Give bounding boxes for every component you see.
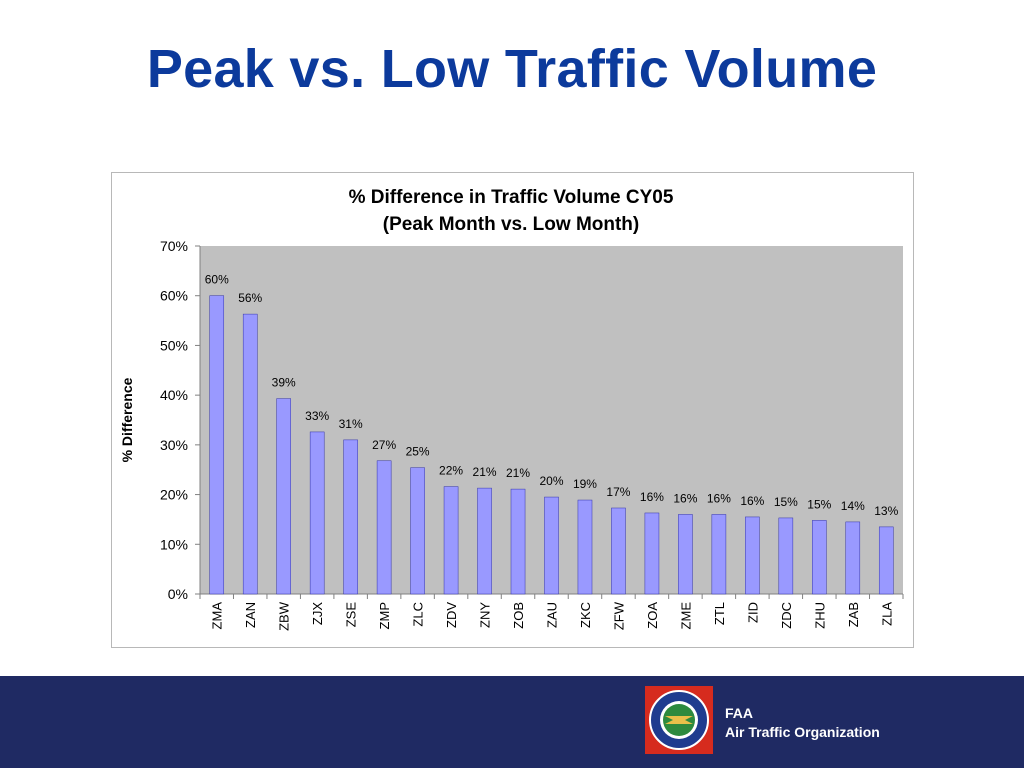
data-label: 16% bbox=[640, 490, 664, 504]
data-label: 15% bbox=[807, 497, 831, 511]
y-tick-label: 20% bbox=[160, 487, 188, 503]
data-label: 16% bbox=[707, 491, 731, 505]
y-tick-label: 10% bbox=[160, 536, 188, 552]
x-tick-label: ZLC bbox=[411, 602, 426, 627]
x-tick-label: ZAB bbox=[846, 602, 861, 627]
bar bbox=[309, 431, 325, 595]
data-label: 31% bbox=[339, 417, 363, 431]
bar bbox=[376, 460, 392, 595]
data-label: 33% bbox=[305, 409, 329, 423]
bar bbox=[510, 488, 526, 595]
bar bbox=[477, 487, 492, 595]
bar bbox=[878, 526, 894, 595]
x-tick-label: ZLA bbox=[879, 602, 894, 626]
chart-title: % Difference in Traffic Volume CY05 bbox=[349, 187, 674, 208]
faa-seal-icon bbox=[645, 686, 713, 754]
data-label: 25% bbox=[406, 445, 430, 459]
bar bbox=[678, 514, 693, 595]
data-label: 15% bbox=[774, 495, 798, 509]
data-label: 16% bbox=[740, 494, 764, 508]
x-tick-label: ZBW bbox=[277, 601, 292, 631]
data-label: 21% bbox=[473, 465, 497, 479]
bar bbox=[812, 520, 827, 595]
data-label: 19% bbox=[573, 477, 597, 491]
y-tick-label: 60% bbox=[160, 288, 188, 304]
chart-subtitle: (Peak Month vs. Low Month) bbox=[383, 214, 640, 235]
x-tick-label: ZMA bbox=[210, 602, 225, 630]
org-line-ato: Air Traffic Organization bbox=[725, 724, 880, 740]
data-label: 39% bbox=[272, 376, 296, 390]
x-tick-label: ZAN bbox=[243, 602, 258, 628]
x-tick-label: ZHU bbox=[812, 602, 827, 629]
y-axis-label: % Difference bbox=[119, 377, 135, 462]
slide-title: Peak vs. Low Traffic Volume bbox=[146, 39, 878, 99]
bar bbox=[644, 512, 660, 595]
bar bbox=[745, 516, 760, 595]
bar bbox=[577, 499, 593, 595]
chart-panel: % Difference in Traffic Volume CY05 (Pea… bbox=[111, 172, 914, 648]
data-label: 21% bbox=[506, 466, 530, 480]
bar bbox=[343, 439, 358, 595]
x-tick-label: ZNY bbox=[478, 602, 493, 628]
bar bbox=[544, 496, 559, 595]
data-label: 60% bbox=[205, 273, 229, 287]
x-tick-label: ZSE bbox=[344, 602, 359, 628]
x-tick-label: ZTL bbox=[712, 602, 727, 625]
data-label: 27% bbox=[372, 438, 396, 452]
data-label: 22% bbox=[439, 464, 463, 478]
footer-bar bbox=[0, 676, 1024, 768]
data-label: 16% bbox=[673, 491, 697, 505]
x-tick-label: ZMP bbox=[377, 602, 392, 629]
y-tick-label: 40% bbox=[160, 387, 188, 403]
y-tick-label: 30% bbox=[160, 437, 188, 453]
x-tick-label: ZDV bbox=[444, 602, 459, 628]
bar bbox=[778, 517, 794, 595]
bar bbox=[209, 295, 225, 595]
bar bbox=[242, 313, 258, 595]
data-label: 20% bbox=[539, 474, 563, 488]
bar bbox=[276, 398, 291, 595]
org-line-faa: FAA bbox=[725, 705, 753, 721]
bar bbox=[410, 467, 425, 595]
x-tick-label: ZME bbox=[678, 602, 693, 630]
bar bbox=[443, 486, 459, 595]
bar bbox=[611, 507, 626, 595]
x-tick-label: ZID bbox=[745, 602, 760, 623]
bar bbox=[845, 521, 861, 595]
y-tick-label: 0% bbox=[168, 586, 188, 602]
x-tick-label: ZKC bbox=[578, 602, 593, 628]
x-tick-label: ZAU bbox=[545, 602, 560, 628]
data-label: 56% bbox=[238, 291, 262, 305]
x-tick-label: ZOA bbox=[645, 602, 660, 629]
y-tick-label: 70% bbox=[160, 238, 188, 254]
x-tick-label: ZFW bbox=[611, 601, 626, 630]
x-tick-label: ZDC bbox=[779, 602, 794, 629]
x-tick-label: ZOB bbox=[511, 602, 526, 629]
y-tick-label: 50% bbox=[160, 337, 188, 353]
x-tick-label: ZJX bbox=[310, 602, 325, 625]
bar-chart: % Difference in Traffic Volume CY05 (Pea… bbox=[119, 187, 904, 631]
bar bbox=[711, 514, 727, 595]
data-label: 14% bbox=[841, 499, 865, 513]
data-label: 13% bbox=[874, 504, 898, 518]
data-label: 17% bbox=[606, 485, 630, 499]
